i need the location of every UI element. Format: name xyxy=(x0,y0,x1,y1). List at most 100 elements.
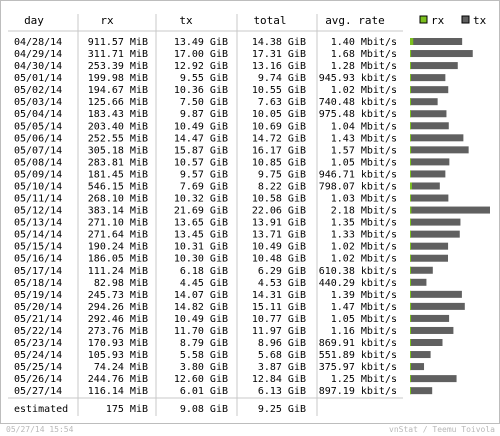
row-rx: 170.93 MiB xyxy=(88,338,148,349)
row-rx: 111.24 MiB xyxy=(88,266,148,277)
tx-bar xyxy=(410,351,431,359)
row-day: 04/29/14 xyxy=(14,49,62,60)
row-tx: 14.07 GiB xyxy=(174,290,228,301)
row-day: 05/01/14 xyxy=(14,73,62,84)
row-day: 05/18/14 xyxy=(14,278,62,289)
table-row: 05/27/14 116.14 MiB 6.01 GiB 6.13 GiB 897.19… xyxy=(14,386,433,397)
rx-bar xyxy=(410,290,411,298)
row-tx: 12.60 GiB xyxy=(174,374,228,385)
row-tx: 9.55 GiB xyxy=(180,73,228,84)
table-row: 05/07/14 305.18 MiB 15.87 GiB 16.17 GiB 1.57… xyxy=(14,145,469,156)
row-day: 05/27/14 xyxy=(14,386,62,397)
row-total: 11.97 GiB xyxy=(252,326,306,337)
tx-bar xyxy=(410,339,443,346)
row-day: 05/20/14 xyxy=(14,302,62,313)
legend-tx-swatch xyxy=(461,15,470,24)
row-tx: 6.01 GiB xyxy=(180,386,228,397)
row-day: 05/06/14 xyxy=(14,133,62,144)
row-day: 05/03/14 xyxy=(14,97,62,108)
row-rx: 244.76 MiB xyxy=(88,374,148,385)
row-day: 04/28/14 xyxy=(14,37,62,48)
rx-bar xyxy=(410,302,412,310)
rx-bar xyxy=(410,266,411,274)
row-rx: 74.24 MiB xyxy=(94,362,148,373)
row-day: 05/10/14 xyxy=(14,181,62,192)
rx-bar xyxy=(410,134,411,142)
tx-bar xyxy=(410,50,473,58)
estimated-rx: 175 MiB xyxy=(106,404,148,415)
row-tx: 3.80 GiB xyxy=(180,362,228,373)
row-day: 05/23/14 xyxy=(14,338,62,349)
row-rate: 1.57 Mbit/s xyxy=(331,145,397,156)
row-day: 05/15/14 xyxy=(14,242,62,253)
row-total: 10.48 GiB xyxy=(252,254,306,265)
row-tx: 7.69 GiB xyxy=(180,181,228,192)
tx-bar xyxy=(410,134,464,142)
row-rate: 945.93 kbit/s xyxy=(319,73,397,84)
rx-bar xyxy=(410,38,414,45)
table-row: 05/10/14 546.15 MiB 7.69 GiB 8.22 GiB 798.07… xyxy=(14,181,440,192)
row-rate: 1.28 Mbit/s xyxy=(331,61,397,72)
rx-bar xyxy=(410,98,411,106)
tx-bar xyxy=(410,122,449,130)
rx-bar xyxy=(410,254,411,262)
row-total: 9.74 GiB xyxy=(258,73,306,84)
row-total: 10.05 GiB xyxy=(252,109,306,120)
row-day: 05/08/14 xyxy=(14,157,62,168)
row-day: 05/17/14 xyxy=(14,266,62,277)
row-rate: 610.38 kbit/s xyxy=(319,266,397,277)
row-tx: 10.36 GiB xyxy=(174,85,228,96)
row-rate: 2.18 Mbit/s xyxy=(331,206,397,217)
rx-bar xyxy=(410,326,411,334)
row-tx: 10.32 GiB xyxy=(174,194,228,205)
row-rx: 292.46 MiB xyxy=(88,314,148,325)
row-day: 04/30/14 xyxy=(14,61,62,72)
table-row: 05/25/14 74.24 MiB 3.80 GiB 3.87 GiB 375.97 … xyxy=(14,362,425,373)
tx-bar xyxy=(410,254,449,262)
row-rate: 1.47 Mbit/s xyxy=(331,302,397,313)
row-tx: 6.18 GiB xyxy=(180,266,228,277)
row-rate: 1.04 Mbit/s xyxy=(331,121,397,132)
rx-bar xyxy=(410,62,411,70)
row-total: 10.55 GiB xyxy=(252,85,306,96)
row-rx: 125.66 MiB xyxy=(88,97,148,108)
table-row: 05/02/14 194.67 MiB 10.36 GiB 10.55 GiB 1.02… xyxy=(14,85,449,96)
tx-bar xyxy=(410,266,433,274)
row-tx: 10.57 GiB xyxy=(174,157,228,168)
row-tx: 5.58 GiB xyxy=(180,350,228,361)
row-rate: 551.89 kbit/s xyxy=(319,350,397,361)
table-row: 05/09/14 181.45 MiB 9.57 GiB 9.75 GiB 946.71… xyxy=(14,169,446,180)
row-rx: 181.45 MiB xyxy=(88,169,148,180)
tx-bar xyxy=(410,326,454,334)
table-row: 05/22/14 273.76 MiB 11.70 GiB 11.97 GiB 1.16… xyxy=(14,326,454,337)
table-row: 05/12/14 383.14 MiB 21.69 GiB 22.06 GiB 2.18… xyxy=(14,206,490,217)
row-total: 15.11 GiB xyxy=(252,302,306,313)
row-day: 05/02/14 xyxy=(14,85,62,96)
row-rx: 194.67 MiB xyxy=(88,85,148,96)
row-tx: 14.82 GiB xyxy=(174,302,228,313)
column-header-rx: rx xyxy=(100,14,114,27)
row-rx: 283.81 MiB xyxy=(88,157,148,168)
table-row: 05/14/14 271.64 MiB 13.45 GiB 13.71 GiB 1.33… xyxy=(14,230,460,241)
row-rate: 1.03 Mbit/s xyxy=(331,194,397,205)
row-tx: 7.50 GiB xyxy=(180,97,228,108)
row-rate: 798.07 kbit/s xyxy=(319,181,397,192)
row-tx: 10.49 GiB xyxy=(174,121,228,132)
row-rx: 245.73 MiB xyxy=(88,290,148,301)
row-rate: 1.35 Mbit/s xyxy=(331,218,397,229)
row-day: 05/22/14 xyxy=(14,326,62,337)
row-total: 17.31 GiB xyxy=(252,49,306,60)
row-tx: 10.49 GiB xyxy=(174,314,228,325)
row-total: 13.91 GiB xyxy=(252,218,306,229)
row-day: 05/13/14 xyxy=(14,218,62,229)
row-rx: 82.98 MiB xyxy=(94,278,148,289)
table-row: 05/05/14 203.40 MiB 10.49 GiB 10.69 GiB 1.04… xyxy=(14,121,449,132)
row-rx: 268.10 MiB xyxy=(88,194,148,205)
row-rx: 116.14 MiB xyxy=(88,386,148,397)
tx-bar xyxy=(410,218,461,226)
table-row: 05/08/14 283.81 MiB 10.57 GiB 10.85 GiB 1.05… xyxy=(14,157,450,168)
tx-bar xyxy=(410,86,449,94)
row-tx: 10.30 GiB xyxy=(174,254,228,265)
